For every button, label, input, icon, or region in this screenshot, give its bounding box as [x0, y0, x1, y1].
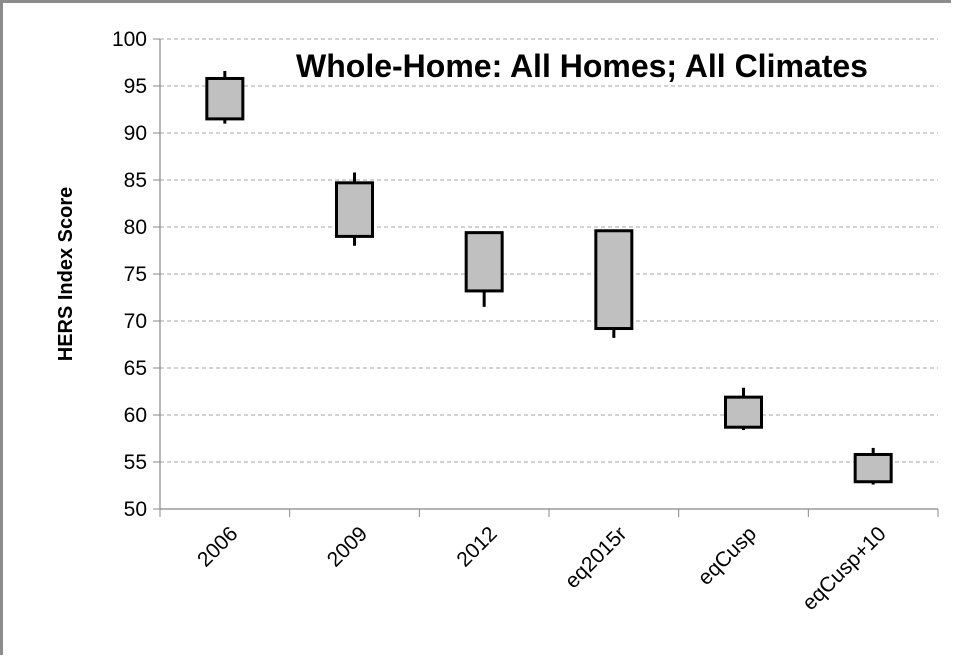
candle-box	[335, 181, 374, 238]
y-tick-label: 50	[124, 498, 147, 521]
candle-box	[724, 395, 763, 429]
axes	[153, 38, 939, 517]
y-tick-label: 100	[112, 28, 147, 51]
chart-title: Whole-Home: All Homes; All Climates	[296, 48, 868, 84]
category-label: 2006	[193, 522, 242, 571]
y-tick-label: 65	[124, 357, 147, 380]
y-tick-label: 60	[124, 404, 147, 427]
y-tick-label: 70	[124, 310, 147, 333]
category-label: 2009	[323, 522, 372, 571]
gridlines	[160, 38, 938, 463]
category-label: 2012	[452, 522, 501, 571]
y-tick-label: 90	[124, 122, 147, 145]
y-tick-label: 55	[124, 451, 147, 474]
candles	[205, 70, 893, 485]
candle-box	[205, 76, 245, 121]
candle-box	[464, 231, 504, 293]
y-tick-label: 95	[124, 75, 147, 98]
y-tick-label: 75	[124, 263, 147, 286]
y-axis-title: HERS Index Score	[55, 187, 77, 362]
category-label: eqCusp	[694, 522, 761, 589]
candle-box	[594, 229, 634, 331]
candle-box	[853, 452, 893, 484]
category-label: eqCusp+10	[798, 522, 891, 615]
y-tick-label: 85	[124, 169, 147, 192]
y-tick-label: 80	[124, 216, 147, 239]
category-label: eq2015r	[561, 522, 632, 593]
